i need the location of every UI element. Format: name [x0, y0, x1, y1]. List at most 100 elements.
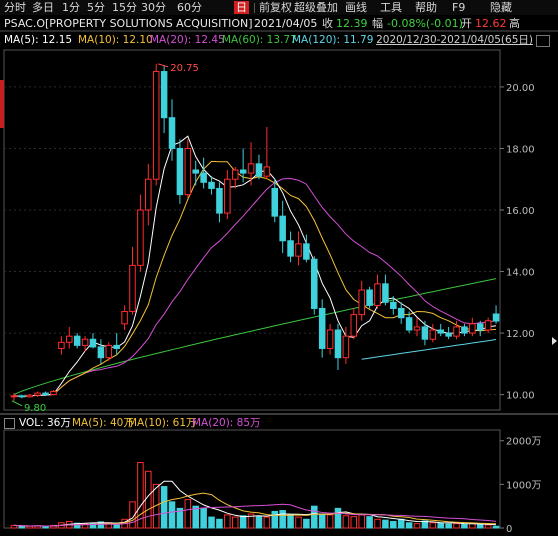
menu-super-overlay[interactable]: 超级叠加 [294, 1, 338, 14]
candle-body [208, 181, 215, 189]
vol-ma5: MA(5): 40万 [72, 417, 134, 429]
volume-toggle-box[interactable] [4, 418, 15, 429]
candle-body [224, 178, 231, 214]
high-label: 高 [509, 17, 520, 30]
candle-body [50, 391, 57, 396]
tab-intraday[interactable]: 分时 [4, 1, 26, 14]
tab-1min[interactable]: 1分 [62, 1, 80, 14]
candle-body [160, 71, 168, 119]
menu-hide[interactable]: 隐藏 [490, 1, 512, 14]
tab-5min[interactable]: 5分 [87, 1, 105, 14]
candle-body [295, 243, 302, 257]
volume-bar [168, 501, 176, 529]
ma20-legend: MA(20): 12.45 [150, 34, 225, 46]
price-panel-frame [3, 49, 501, 411]
candle-body [34, 392, 41, 396]
candle-body [18, 395, 26, 398]
candle-body [413, 326, 421, 331]
volume-bar [303, 518, 310, 529]
candle-body [81, 338, 89, 346]
volume-bar [429, 522, 437, 529]
candle-body [326, 329, 334, 349]
low-pointer [11, 400, 23, 407]
candle-body [168, 117, 176, 149]
volume-bar [129, 501, 136, 529]
candle-body [26, 394, 34, 398]
volume-bar [176, 507, 184, 529]
menu-f9[interactable]: F9 [452, 1, 466, 14]
ma5-legend: MA(5): 12.15 [4, 34, 73, 46]
candle-body [397, 307, 405, 319]
volume-bar [231, 516, 239, 529]
volume-bar [200, 507, 207, 529]
open-value: 12.62 [475, 17, 507, 30]
volume-bar [413, 523, 421, 529]
menu-tools[interactable]: 工具 [380, 1, 402, 14]
menu-draw-line[interactable]: 画线 [345, 1, 367, 14]
change-label: 幅 [372, 17, 383, 30]
candle-body [358, 289, 365, 316]
volume-bar [476, 523, 484, 529]
volume-bar [279, 510, 286, 529]
price-tick-label: 10.00 [506, 391, 535, 402]
candle-body [437, 329, 444, 334]
tab-multiday[interactable]: 多日 [32, 1, 54, 14]
candle-body [247, 163, 255, 174]
volume-bar [421, 520, 429, 529]
toolbar-separator [254, 3, 255, 13]
volume-ma20-line [13, 503, 497, 527]
volume-bar [287, 514, 294, 529]
volume-bar [184, 499, 192, 529]
candle-body [350, 314, 358, 337]
volume-bar [342, 515, 350, 529]
candle-body [66, 335, 73, 343]
volume-tick-label: 2000万 [506, 437, 541, 448]
price-tick-label: 12.00 [506, 329, 535, 340]
volume-legend: VOL: 36万 MA(5): 40万 MA(10): 61万 MA(20): … [0, 416, 520, 430]
volume-bar [73, 522, 81, 529]
candle-body [484, 320, 492, 331]
price-tick-label: 16.00 [506, 206, 535, 217]
menu-help[interactable]: 帮助 [415, 1, 437, 14]
candle-body [271, 187, 279, 217]
candle-body [58, 341, 65, 349]
tab-daily[interactable]: 日 [234, 1, 249, 14]
tab-60min[interactable]: 60分 [177, 1, 202, 14]
candle-body [42, 392, 49, 396]
date-range-link[interactable]: 2020/12/30-2021/04/05(65日) [376, 34, 533, 46]
volume-bar [318, 513, 326, 529]
volume-bar [311, 505, 318, 529]
volume-bar [492, 525, 500, 529]
tab-15min[interactable]: 15分 [112, 1, 137, 14]
candle-body [445, 332, 452, 337]
ma120-legend: MA(120): 11.79 [292, 34, 374, 46]
candle-body [342, 335, 350, 359]
candle-body [73, 335, 81, 346]
volume-bar [208, 516, 215, 529]
volume-bar [10, 524, 18, 529]
candle-body [279, 215, 286, 242]
toolbar-separator [289, 3, 290, 13]
volume-bar [366, 516, 373, 529]
menu-forward-adjust[interactable]: 前复权 [259, 1, 292, 14]
price-tick-label: 20.00 [506, 83, 535, 94]
vol-ma20: MA(20): 85万 [192, 417, 261, 429]
high-price-label: 20.75 [170, 63, 199, 74]
candle-body [105, 344, 113, 359]
candle-body [382, 283, 389, 303]
candle-body [113, 344, 120, 349]
ma10-legend: MA(10): 12.10 [78, 34, 153, 46]
tab-30min[interactable]: 30分 [141, 1, 166, 14]
quote-date: 2021/04/05 [254, 17, 318, 30]
ma10-line [13, 160, 497, 397]
volume-bar [358, 514, 365, 529]
close-label: 收 [322, 17, 333, 30]
vol-ma10: MA(10): 61万 [128, 417, 197, 429]
range-toggle-button[interactable] [536, 35, 550, 47]
volume-bar [26, 525, 34, 529]
expand-arrow-icon[interactable] [552, 337, 557, 345]
ma120-line [361, 339, 497, 360]
volume-bar [350, 516, 358, 529]
volume-bar [216, 518, 223, 529]
